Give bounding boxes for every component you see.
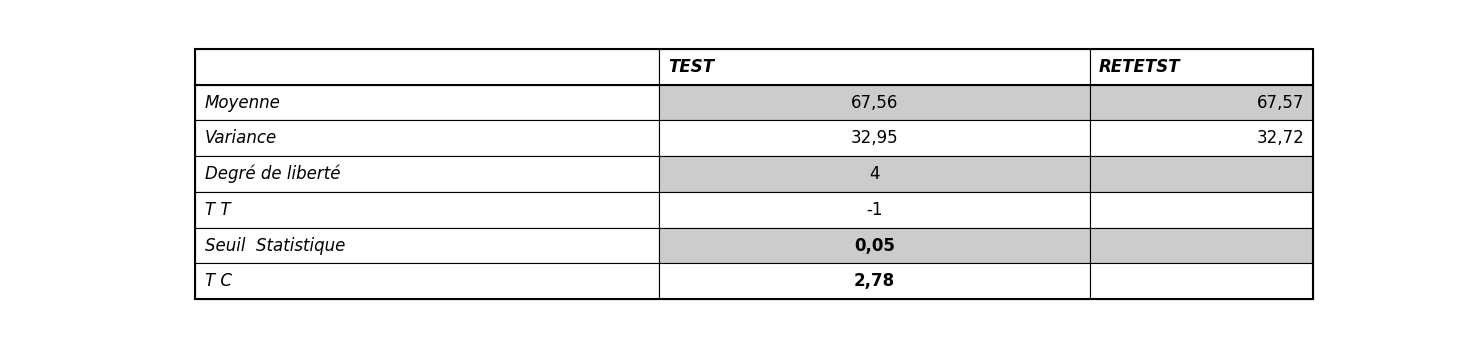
Text: 32,95: 32,95 (851, 129, 898, 147)
Text: 0,05: 0,05 (854, 237, 895, 254)
Bar (659, 85, 1089, 120)
Bar (659, 228, 1089, 263)
Text: RETETST: RETETST (1100, 58, 1181, 76)
Text: 67,56: 67,56 (851, 94, 898, 111)
Bar (196, 85, 659, 120)
Bar (659, 156, 1089, 192)
Text: Seuil  Statistique: Seuil Statistique (205, 237, 344, 254)
Bar (196, 192, 659, 228)
Text: -1: -1 (867, 201, 883, 219)
Bar (659, 263, 1089, 299)
Bar (196, 228, 659, 263)
Bar (659, 192, 1089, 228)
Bar (659, 49, 1089, 85)
Bar (1089, 228, 1313, 263)
Text: TEST: TEST (668, 58, 714, 76)
Text: T T: T T (205, 201, 230, 219)
Bar (196, 120, 659, 156)
Bar (196, 49, 659, 85)
Bar (659, 120, 1089, 156)
Text: 2,78: 2,78 (854, 272, 895, 290)
Text: 67,57: 67,57 (1257, 94, 1304, 111)
Bar (1089, 156, 1313, 192)
Text: Moyenne: Moyenne (205, 94, 280, 111)
Bar (1089, 85, 1313, 120)
Text: 32,72: 32,72 (1257, 129, 1304, 147)
Text: 4: 4 (870, 165, 880, 183)
Text: Variance: Variance (205, 129, 277, 147)
Bar (1089, 49, 1313, 85)
Bar (1089, 192, 1313, 228)
Text: Degré de liberté: Degré de liberté (205, 165, 340, 183)
Text: T C: T C (205, 272, 231, 290)
Bar (1089, 120, 1313, 156)
Bar (1089, 263, 1313, 299)
Bar (196, 263, 659, 299)
Bar (196, 156, 659, 192)
